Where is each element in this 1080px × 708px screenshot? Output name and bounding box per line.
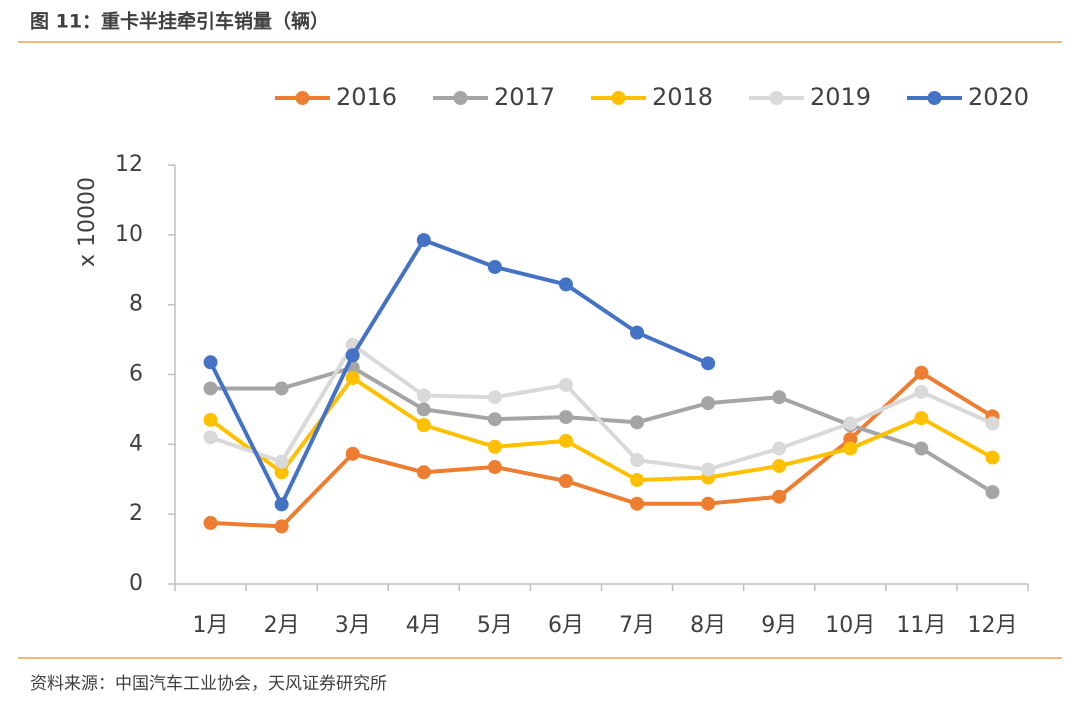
data-point: [416, 418, 431, 433]
data-point: [701, 462, 716, 477]
data-point: [203, 412, 218, 427]
data-point: [914, 441, 929, 456]
data-point: [701, 356, 716, 371]
x-tick-label: 4月: [406, 613, 442, 638]
legend-label: 2019: [810, 83, 871, 111]
data-point: [274, 497, 289, 512]
data-point: [843, 441, 858, 456]
y-tick-label: 10: [115, 222, 143, 247]
data-point: [558, 377, 573, 392]
x-tick-label: 6月: [548, 613, 584, 638]
y-tick-label: 2: [129, 501, 143, 526]
x-tick-label: 7月: [619, 613, 655, 638]
data-point: [701, 396, 716, 411]
data-point: [772, 441, 787, 456]
data-point: [487, 460, 502, 475]
y-tick-label: 12: [115, 152, 143, 177]
data-point: [345, 446, 360, 461]
y-tick-label: 6: [129, 362, 143, 387]
x-tick-label: 11月: [896, 613, 946, 638]
legend-marker: [927, 91, 942, 105]
data-point: [630, 415, 645, 430]
data-point: [487, 412, 502, 427]
data-point: [701, 496, 716, 511]
x-tick-label: 1月: [193, 613, 229, 638]
data-point: [914, 365, 929, 380]
legend-label: 2017: [494, 83, 555, 111]
data-point: [203, 515, 218, 530]
data-point: [985, 416, 1000, 431]
data-point: [416, 388, 431, 403]
x-tick-label: 5月: [477, 613, 513, 638]
series-line: [208, 238, 709, 507]
series-line: [209, 375, 994, 482]
legend-marker: [453, 91, 468, 105]
chart-title: 图 11：重卡半挂牵引车销量（辆）: [30, 10, 329, 33]
data-point: [274, 381, 289, 396]
source-note: 资料来源：中国汽车工业协会，天风证券研究所: [30, 674, 387, 694]
data-point: [772, 489, 787, 504]
data-point: [203, 381, 218, 396]
data-point: [203, 355, 218, 370]
data-point: [985, 450, 1000, 465]
legend-label: 2018: [652, 83, 713, 111]
legend-marker: [769, 91, 784, 105]
legend-label: 2020: [968, 83, 1029, 111]
data-point: [558, 410, 573, 425]
data-point: [487, 439, 502, 454]
data-point: [914, 411, 929, 426]
data-point: [416, 233, 431, 248]
legend-marker: [295, 91, 310, 105]
y-tick-label: 8: [129, 292, 143, 317]
x-tick-label: 10月: [825, 613, 875, 638]
series-line: [209, 342, 994, 472]
data-point: [274, 454, 289, 469]
data-point: [487, 259, 502, 274]
y-axis-label: x 10000: [75, 177, 100, 267]
data-point: [558, 277, 573, 292]
data-point: [487, 390, 502, 405]
data-point: [630, 472, 645, 487]
data-point: [630, 325, 645, 340]
data-point: [630, 453, 645, 468]
x-tick-label: 9月: [761, 613, 797, 638]
data-point: [630, 496, 645, 511]
data-point: [274, 519, 289, 534]
data-point: [416, 465, 431, 480]
data-point: [416, 402, 431, 417]
x-tick-label: 12月: [967, 613, 1017, 638]
data-point: [558, 473, 573, 488]
data-point: [843, 416, 858, 431]
x-tick-label: 2月: [264, 613, 300, 638]
legend-marker: [611, 91, 626, 105]
data-point: [985, 485, 1000, 500]
data-point: [914, 384, 929, 399]
y-tick-label: 4: [129, 431, 143, 456]
data-point: [772, 390, 787, 405]
x-tick-label: 8月: [690, 613, 726, 638]
data-point: [772, 458, 787, 473]
legend-label: 2016: [336, 83, 397, 111]
data-point: [274, 465, 289, 480]
series-line: [210, 370, 994, 529]
data-point: [345, 370, 360, 385]
y-tick-label: 0: [129, 571, 143, 596]
x-tick-label: 3月: [335, 613, 371, 638]
data-point: [558, 433, 573, 448]
data-point: [345, 348, 360, 363]
data-point: [203, 430, 218, 445]
